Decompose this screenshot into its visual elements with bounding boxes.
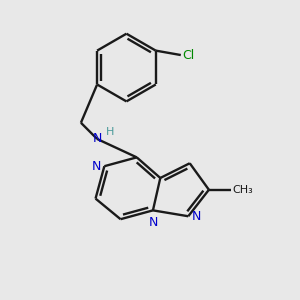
Text: N: N [92,133,102,146]
Text: CH₃: CH₃ [232,185,253,195]
Text: N: N [92,160,101,173]
Text: Cl: Cl [182,49,194,62]
Text: H: H [106,128,115,137]
Text: N: N [192,210,201,223]
Text: N: N [148,216,158,229]
